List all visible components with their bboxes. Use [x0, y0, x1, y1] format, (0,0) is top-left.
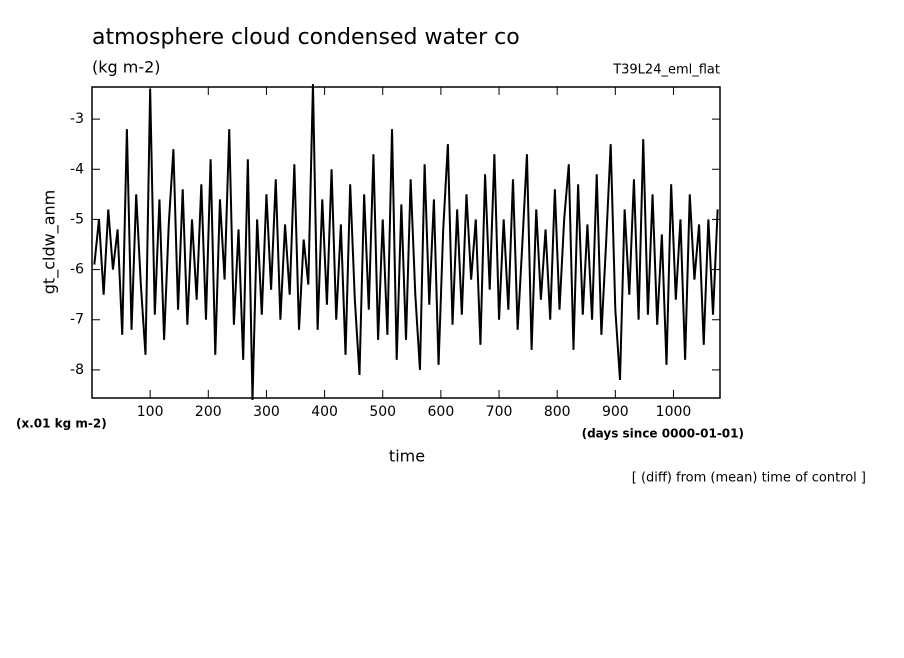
x-tick-label: 900: [602, 404, 629, 420]
subtitle: (kg m-2): [92, 58, 161, 77]
x-unit: (days since 0000-01-01): [582, 427, 744, 441]
x-tick-label: 500: [369, 404, 396, 420]
plot-frame: [91, 86, 721, 399]
x-tick-label: 200: [195, 404, 222, 420]
x-tick-label: 1000: [656, 404, 692, 420]
y-tick-label: -5: [70, 211, 84, 227]
x-axis-label: time: [389, 447, 425, 466]
x-tick-label: 600: [428, 404, 455, 420]
y-axis-label: gt_cldw_anm: [40, 190, 60, 294]
y-tick-label: -3: [70, 111, 84, 127]
chart-title: atmosphere cloud condensed water co: [92, 25, 520, 50]
y-tick-label: -4: [70, 161, 84, 177]
x-tick-label: 700: [486, 404, 513, 420]
data-line: [93, 83, 719, 401]
x-tick-label: 800: [544, 404, 571, 420]
note: [ (diff) from (mean) time of control ]: [632, 471, 866, 486]
y-tick-label: -6: [70, 262, 84, 278]
y-tick-label: -7: [70, 312, 84, 328]
x-tick-label: 400: [311, 404, 338, 420]
y-tick-label: -8: [70, 362, 84, 378]
run-label: T39L24_eml_flat: [612, 63, 720, 78]
x-tick-label: 100: [137, 404, 164, 420]
y-unit: (x.01 kg m-2): [16, 417, 107, 431]
x-tick-label: 300: [253, 404, 280, 420]
